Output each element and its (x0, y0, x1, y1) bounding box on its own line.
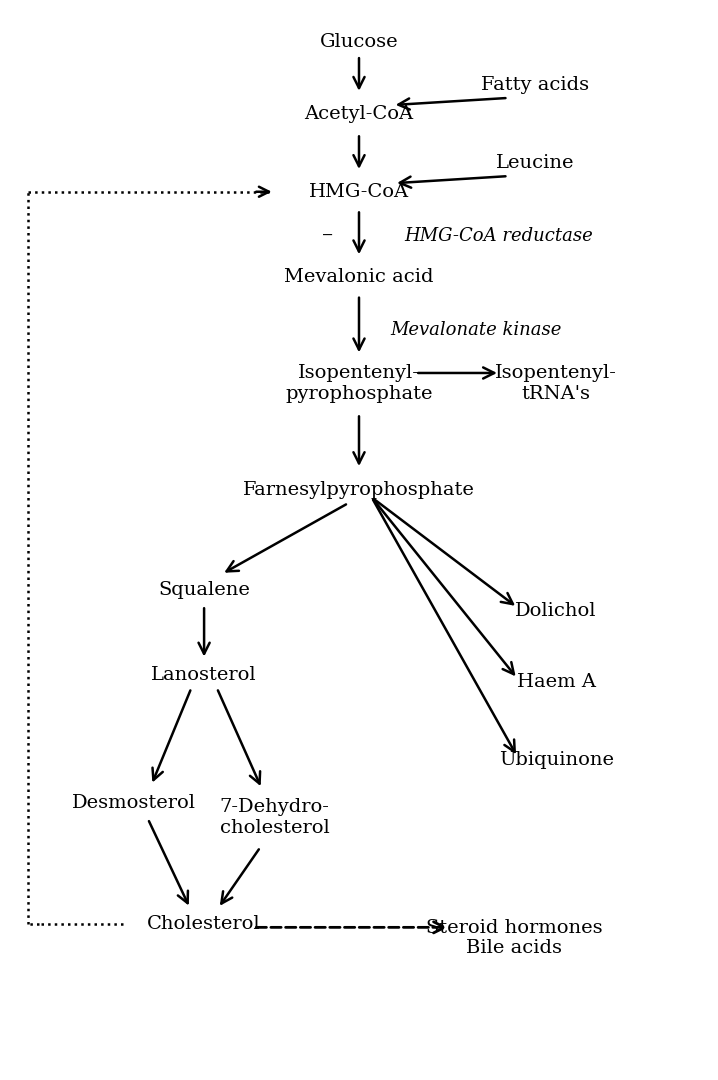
Text: Squalene: Squalene (158, 581, 250, 598)
Text: Farnesylpyrophosphate: Farnesylpyrophosphate (243, 482, 475, 499)
Text: Dolichol: Dolichol (516, 602, 597, 620)
Text: Cholesterol: Cholesterol (147, 915, 261, 933)
Text: Acetyl-CoA: Acetyl-CoA (304, 105, 414, 122)
Text: Haem A: Haem A (517, 673, 596, 691)
Text: Isopentenyl-
pyrophosphate: Isopentenyl- pyrophosphate (285, 364, 433, 403)
Text: Fatty acids: Fatty acids (481, 76, 589, 94)
Text: Lanosterol: Lanosterol (151, 666, 257, 684)
Text: Mevalonate kinase: Mevalonate kinase (391, 321, 562, 339)
Text: Ubiquinone: Ubiquinone (499, 752, 614, 769)
Text: –: – (322, 225, 333, 247)
Text: 7-Dehydro-
cholesterol: 7-Dehydro- cholesterol (220, 798, 330, 837)
Text: Isopentenyl-
tRNA's: Isopentenyl- tRNA's (495, 364, 617, 403)
Text: HMG-CoA reductase: HMG-CoA reductase (405, 227, 594, 245)
Text: Mevalonic acid: Mevalonic acid (284, 268, 434, 286)
Text: Steroid hormones
Bile acids: Steroid hormones Bile acids (426, 919, 602, 957)
Text: Leucine: Leucine (495, 154, 574, 173)
Text: Glucose: Glucose (320, 33, 398, 52)
Text: HMG-CoA: HMG-CoA (309, 183, 409, 201)
Text: Desmosterol: Desmosterol (72, 794, 196, 812)
